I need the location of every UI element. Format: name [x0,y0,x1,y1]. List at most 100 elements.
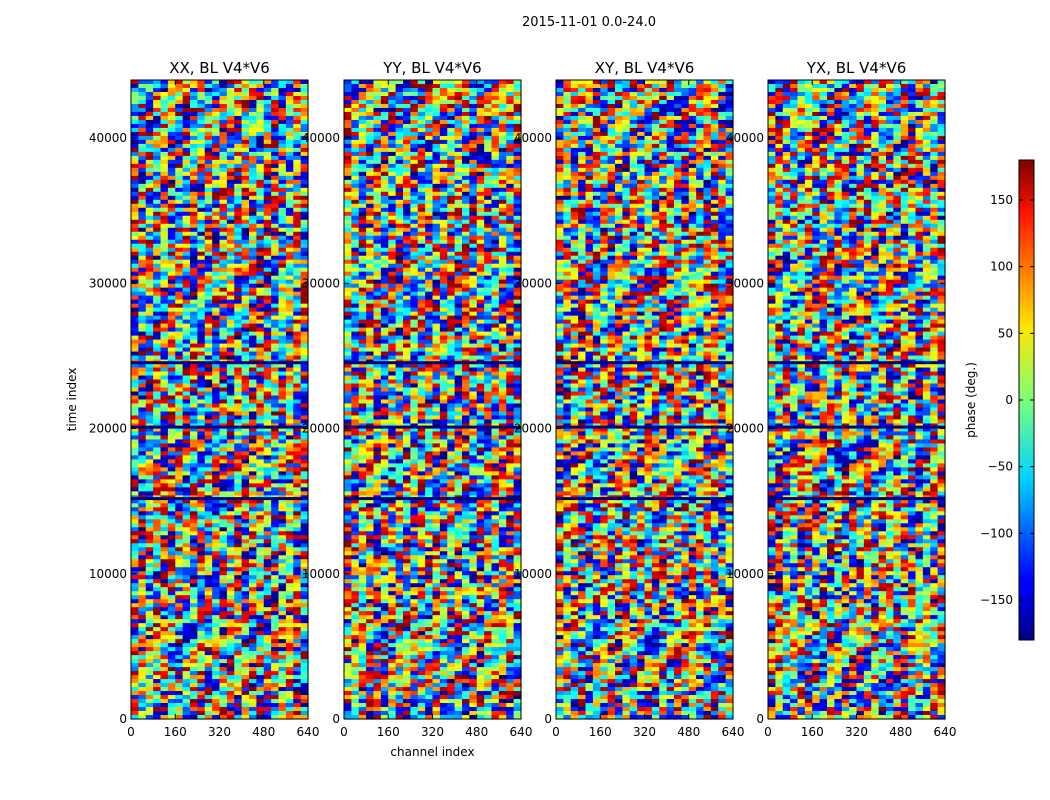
heatmap-cell [167,343,176,349]
heatmap-cell [249,343,257,349]
heatmap-cell [145,131,154,137]
heatmap-cell [226,519,235,524]
heatmap-cell [425,147,434,153]
heatmap-cell [167,199,176,205]
heatmap-cell [513,103,522,109]
heatmap-cell [263,443,272,449]
heatmap-cell [425,187,434,193]
heatmap-cell [234,647,243,652]
heatmap-cell [278,315,287,321]
heatmap-cell [491,167,500,173]
heatmap-cell [226,291,235,297]
heatmap-cell [410,199,419,205]
heatmap-cell [182,283,191,289]
heatmap-cell [271,471,280,476]
heatmap-cell [182,583,191,588]
heatmap-cell [249,391,257,397]
heatmap-cell [153,531,162,536]
heatmap-cell [153,151,162,157]
heatmap-cell [432,127,441,133]
heatmap-cell [167,699,176,704]
heatmap-cell [190,679,198,684]
heatmap-cell [131,643,139,648]
heatmap-cell [271,371,280,377]
heatmap-cell [241,671,250,676]
heatmap-cell [271,587,280,592]
heatmap-cell [204,427,213,433]
heatmap-cell [484,103,493,109]
heatmap-cell [278,643,287,648]
heatmap-cell [344,111,352,117]
heatmap-cell [403,175,411,181]
heatmap-cell [197,303,206,309]
heatmap-cell [219,179,228,185]
heatmap-cell [469,175,478,181]
heatmap-cell [167,395,176,401]
heatmap-cell [234,315,243,321]
heatmap-cell [212,371,221,377]
heatmap-cell [388,207,397,213]
heatmap-cell [153,663,162,668]
heatmap-cell [175,579,184,584]
heatmap-cell [160,575,169,580]
heatmap-cell [182,507,191,512]
heatmap-cell [153,499,162,504]
heatmap-cell [234,267,243,273]
heatmap-cell [131,635,139,640]
heatmap-cell [234,115,243,121]
heatmap-cell [506,107,515,113]
heatmap-cell [138,475,147,480]
heatmap-cell [403,119,411,125]
heatmap-cell [241,583,250,588]
heatmap-cell [476,191,485,197]
heatmap-cell [351,231,360,237]
heatmap-cell [447,167,456,173]
heatmap-cell [293,539,302,544]
heatmap-cell [256,563,265,568]
heatmap-cell [506,87,515,93]
heatmap-cell [182,199,191,205]
heatmap-cell [263,511,272,516]
heatmap-cell [138,80,147,85]
heatmap-cell [476,239,485,245]
heatmap-cell [138,659,147,664]
heatmap-cell [249,223,257,229]
heatmap-cell [491,119,500,125]
heatmap-cell [160,115,169,121]
heatmap-cell [160,239,169,245]
heatmap-cell [241,427,250,433]
heatmap-cell [138,435,147,441]
heatmap-cell [190,451,198,457]
heatmap-cell [263,715,272,720]
heatmap-cell [293,327,302,333]
heatmap-cell [249,123,257,129]
heatmap-cell [278,279,287,285]
heatmap-cell [219,131,228,137]
heatmap-cell [241,91,250,97]
heatmap-cell [285,667,294,672]
heatmap-cell [167,127,176,133]
heatmap-cell [190,255,198,261]
heatmap-cell [278,319,287,325]
heatmap-cell [234,511,243,516]
heatmap-cell [175,463,184,468]
heatmap-cell [241,199,250,205]
heatmap-cell [351,115,360,121]
heatmap-cell [380,155,389,161]
heatmap-cell [153,227,162,233]
heatmap-cell [469,251,478,257]
heatmap-cell [417,255,426,261]
heatmap-cell [491,151,500,157]
heatmap-cell [263,471,272,476]
heatmap-cell [380,103,389,109]
heatmap-cell [145,279,154,285]
heatmap-cell [241,695,250,700]
heatmap-cell [469,83,478,89]
heatmap-cell [219,159,228,165]
heatmap-cell [160,547,169,552]
heatmap-cell [175,627,184,632]
heatmap-cell [278,663,287,668]
heatmap-cell [212,707,221,712]
heatmap-cell [190,283,198,289]
heatmap-cell [447,143,456,149]
